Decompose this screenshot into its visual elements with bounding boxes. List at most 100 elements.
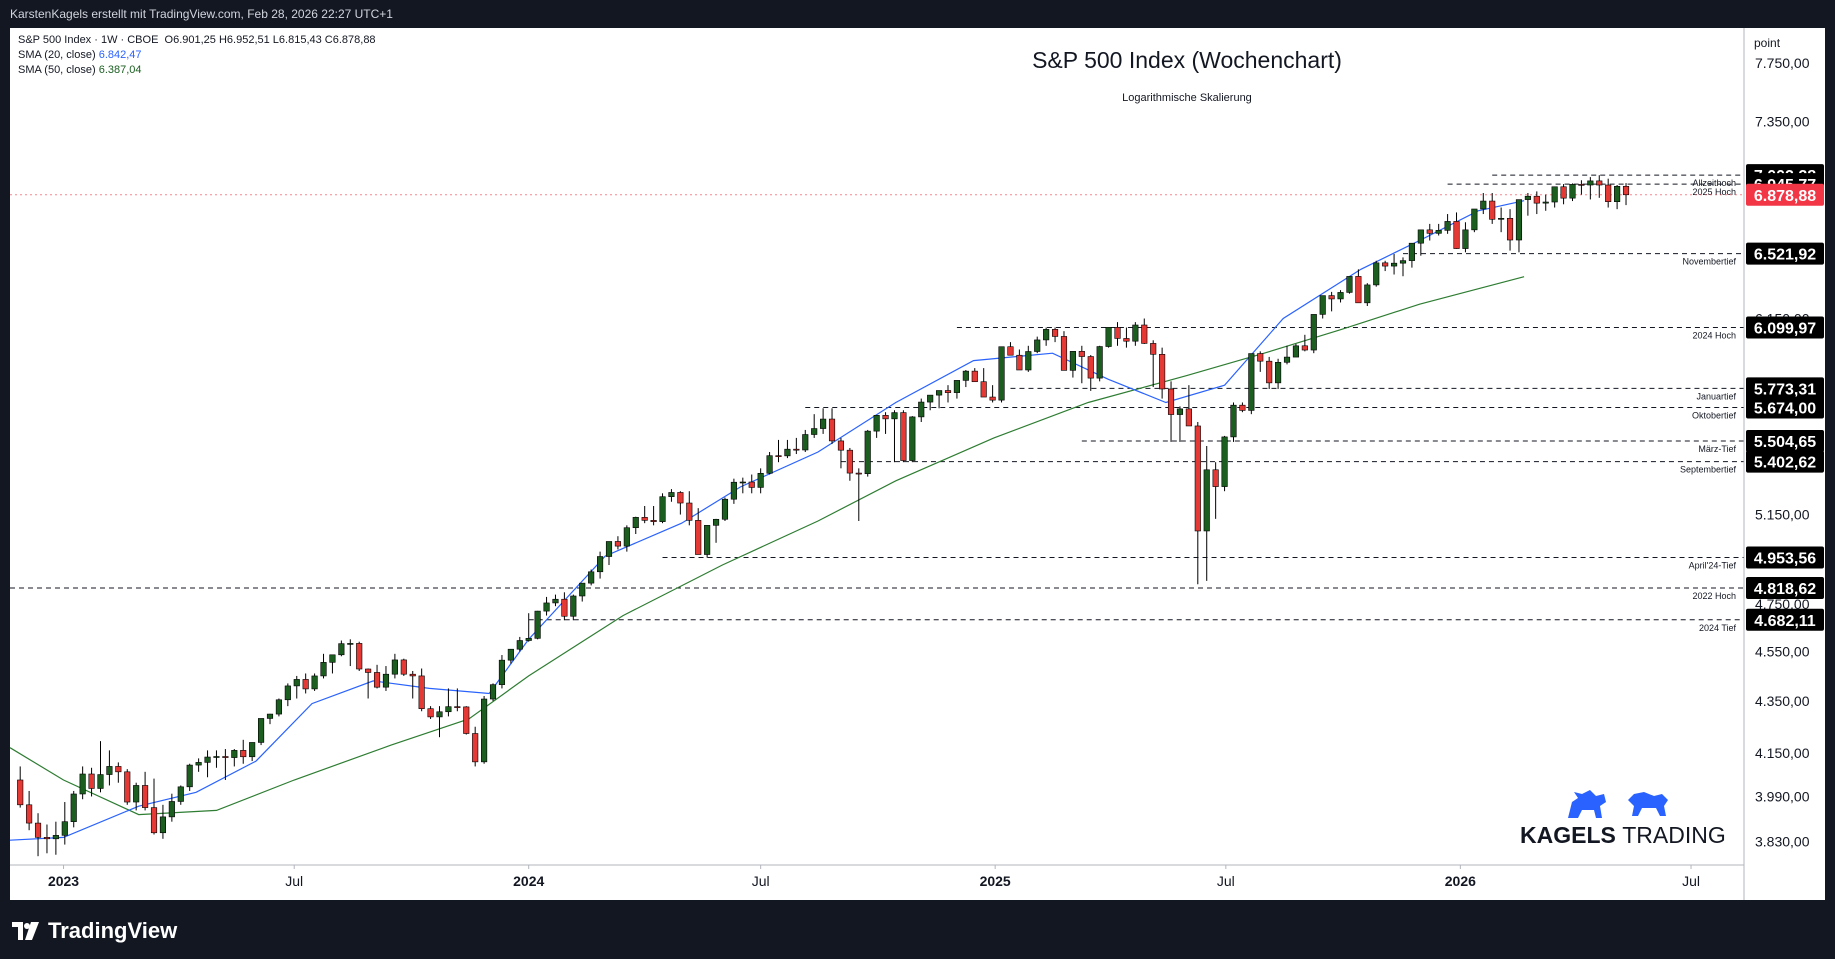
candle-body [356,643,363,670]
candle [686,491,693,526]
candle-body [864,430,871,475]
kagels-trading-logo: KAGELS TRADING [1520,780,1726,850]
candle [1408,242,1415,268]
sma20-path [9,200,1525,841]
candle-body [953,380,960,393]
x-tick-label: 2023 [48,873,79,889]
candle-body [177,786,184,802]
candle [641,506,648,524]
candle-body [213,756,220,758]
candle [846,447,853,481]
candle [481,695,488,764]
candle-body [1141,324,1148,344]
y-tick-label: 4.350,00 [1755,693,1810,709]
candle-body [1132,324,1139,342]
candle-body [516,640,523,650]
sma50-path [9,276,1525,816]
legend-sma20-label: SMA (20, close) [18,49,96,61]
candle-body [43,837,51,840]
candle-body [409,673,416,677]
candle [177,785,184,805]
candle [258,718,265,746]
price-badge [1746,429,1824,452]
candle [43,824,51,854]
candle-body [784,448,791,457]
legend-sma50-row: SMA (50, close) 6.387,04 [18,63,376,78]
candle-body [1203,469,1210,532]
x-tick-label: Jul [1682,873,1700,889]
candle-body [258,718,265,743]
candle [231,749,238,767]
candle [1203,445,1210,581]
candle-body [739,481,746,484]
wordmark-regular: TRADING [1622,822,1726,848]
candle-body [124,771,131,803]
candle-body [909,416,916,461]
candle-body [623,527,630,547]
candle [1480,193,1487,215]
candle [1212,462,1219,519]
candle-body [97,774,104,789]
candle [962,369,969,388]
candle-body [481,698,488,763]
legend-sma20-value: 6.842,47 [98,49,142,61]
candle [668,489,675,502]
candle-body [1355,276,1362,304]
level-note: 2025 Hoch [1692,187,1736,197]
candle [150,778,158,835]
candle [418,668,425,712]
candle-body [240,750,247,758]
price-badge-label: 6.878,88 [1754,188,1816,205]
candle [168,793,175,822]
y-tick-label: 3.830,00 [1755,834,1810,850]
candle-body [320,662,327,677]
tradingview-logo[interactable]: TradingView [12,918,177,944]
candle [757,468,764,494]
candle [873,415,880,438]
candle [427,706,434,719]
candle [516,636,523,652]
candle [1399,257,1407,277]
candle [1167,381,1175,442]
candle [400,658,407,676]
candle-body [1051,329,1059,337]
candle-body [17,779,24,806]
candle-body [463,706,470,734]
candle-body [249,742,256,758]
candle-body [971,370,978,383]
candle-body [391,659,398,675]
candle [730,478,737,504]
candle-body [1462,229,1469,249]
candle-body [891,412,898,420]
candle [1034,336,1041,354]
candle-body [195,762,202,766]
candle-body [1337,292,1344,300]
candle [1194,422,1201,585]
candle-body [1551,186,1558,203]
candle-body [1408,242,1415,261]
candle-body [1391,262,1398,267]
y-tick-label: 4.550,00 [1755,643,1810,659]
candle [133,782,140,811]
candle [142,771,149,811]
candle [1453,212,1460,249]
candle [1221,435,1228,492]
candle [1043,327,1050,346]
candle-body [1364,284,1371,304]
candle-body [927,394,934,403]
candle [1471,208,1478,233]
candle [454,688,461,712]
candle [293,675,300,699]
candle-body [302,679,309,690]
candle-body [115,766,122,773]
candle [1159,347,1166,399]
candle [1087,355,1094,391]
candle-body [605,541,613,557]
candle-body [159,816,167,834]
price-axis-unit: point [1754,36,1781,50]
candle [1489,193,1496,224]
candle [382,666,390,691]
candle-body [293,679,300,687]
candle [34,813,42,857]
